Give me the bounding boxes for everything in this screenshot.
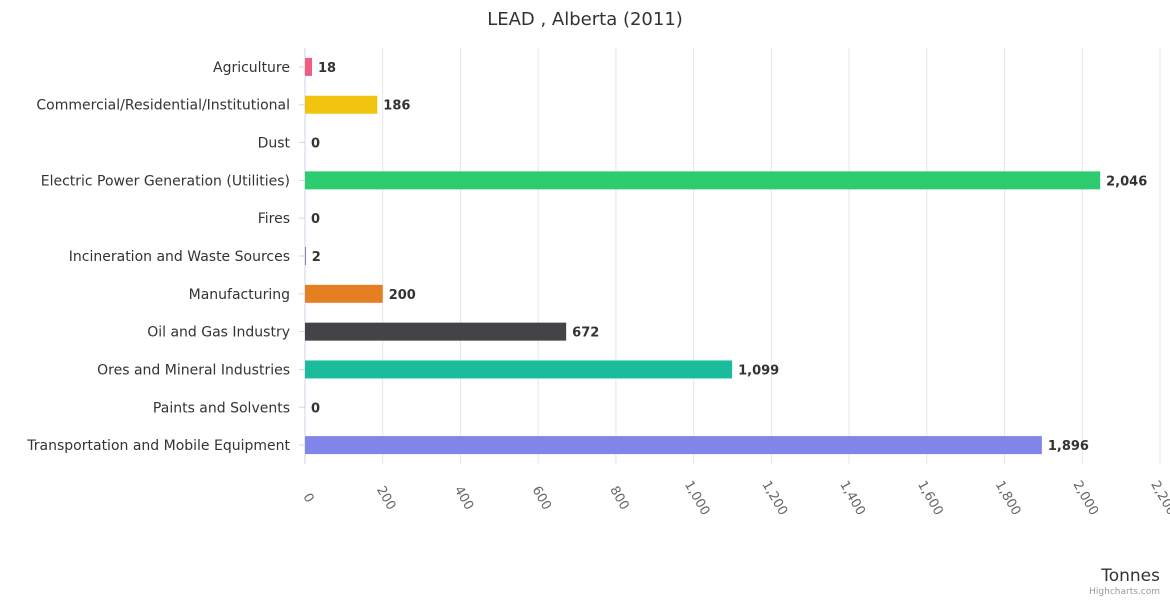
- category-label: Electric Power Generation (Utilities): [41, 173, 290, 189]
- bar[interactable]: [305, 57, 312, 76]
- category-label: Ores and Mineral Industries: [97, 362, 290, 378]
- data-label: 0: [311, 212, 320, 227]
- category-label: Agriculture: [213, 60, 290, 76]
- data-label: 18: [318, 61, 336, 76]
- tick-label: 1,400: [836, 478, 868, 518]
- bar[interactable]: [305, 360, 733, 379]
- category-label: Fires: [258, 211, 290, 227]
- category-label: Dust: [258, 136, 291, 152]
- tick-label: 800: [606, 484, 631, 513]
- data-label: 200: [389, 288, 416, 303]
- category-label: Commercial/Residential/Institutional: [36, 98, 290, 114]
- tick-label: 600: [529, 484, 554, 513]
- data-label: 0: [311, 137, 320, 152]
- data-label: 2,046: [1106, 174, 1147, 189]
- bars: [305, 57, 1101, 455]
- bar[interactable]: [305, 95, 378, 114]
- tick-label: 2,000: [1070, 478, 1102, 518]
- tick-label: 2,200: [1147, 478, 1170, 518]
- category-label: Oil and Gas Industry: [147, 325, 290, 341]
- bar[interactable]: [305, 436, 1042, 455]
- data-labels: 18 186 0 2,046 0 2 200 672 1,099 0 1,896: [311, 61, 1147, 454]
- data-label: 672: [572, 326, 599, 341]
- tick-label: 200: [373, 484, 398, 513]
- bar[interactable]: [305, 171, 1101, 190]
- bar[interactable]: [305, 284, 383, 303]
- chart-title: LEAD , Alberta (2011): [487, 9, 683, 30]
- data-label: 1,099: [738, 363, 779, 378]
- category-label: Paints and Solvents: [153, 400, 290, 416]
- credits-link[interactable]: Highcharts.com: [1089, 587, 1160, 597]
- data-label: 186: [383, 99, 410, 114]
- value-axis-tick-labels: 0 200 400 600 800 1,000 1,200 1,400 1,600 1,800 2,…: [299, 478, 1170, 518]
- tick-label: 0: [299, 491, 316, 506]
- category-label: Incineration and Waste Sources: [69, 249, 290, 265]
- data-label: 1,896: [1048, 439, 1089, 454]
- bar[interactable]: [305, 247, 306, 265]
- tick-label: 1,200: [759, 478, 791, 518]
- data-label: 0: [311, 401, 320, 416]
- bar[interactable]: [305, 322, 567, 341]
- category-labels: Agriculture Commercial/Residential/Instit…: [26, 60, 305, 454]
- tick-label: 1,800: [992, 478, 1024, 518]
- value-axis-title: Tonnes: [1100, 566, 1160, 586]
- tick-label: 1,600: [914, 478, 946, 518]
- category-label: Transportation and Mobile Equipment: [26, 438, 290, 454]
- tick-label: 1,000: [681, 478, 713, 518]
- tick-label: 400: [451, 484, 476, 513]
- data-label: 2: [312, 250, 321, 265]
- grid-lines: [382, 48, 1161, 464]
- category-label: Manufacturing: [189, 287, 290, 303]
